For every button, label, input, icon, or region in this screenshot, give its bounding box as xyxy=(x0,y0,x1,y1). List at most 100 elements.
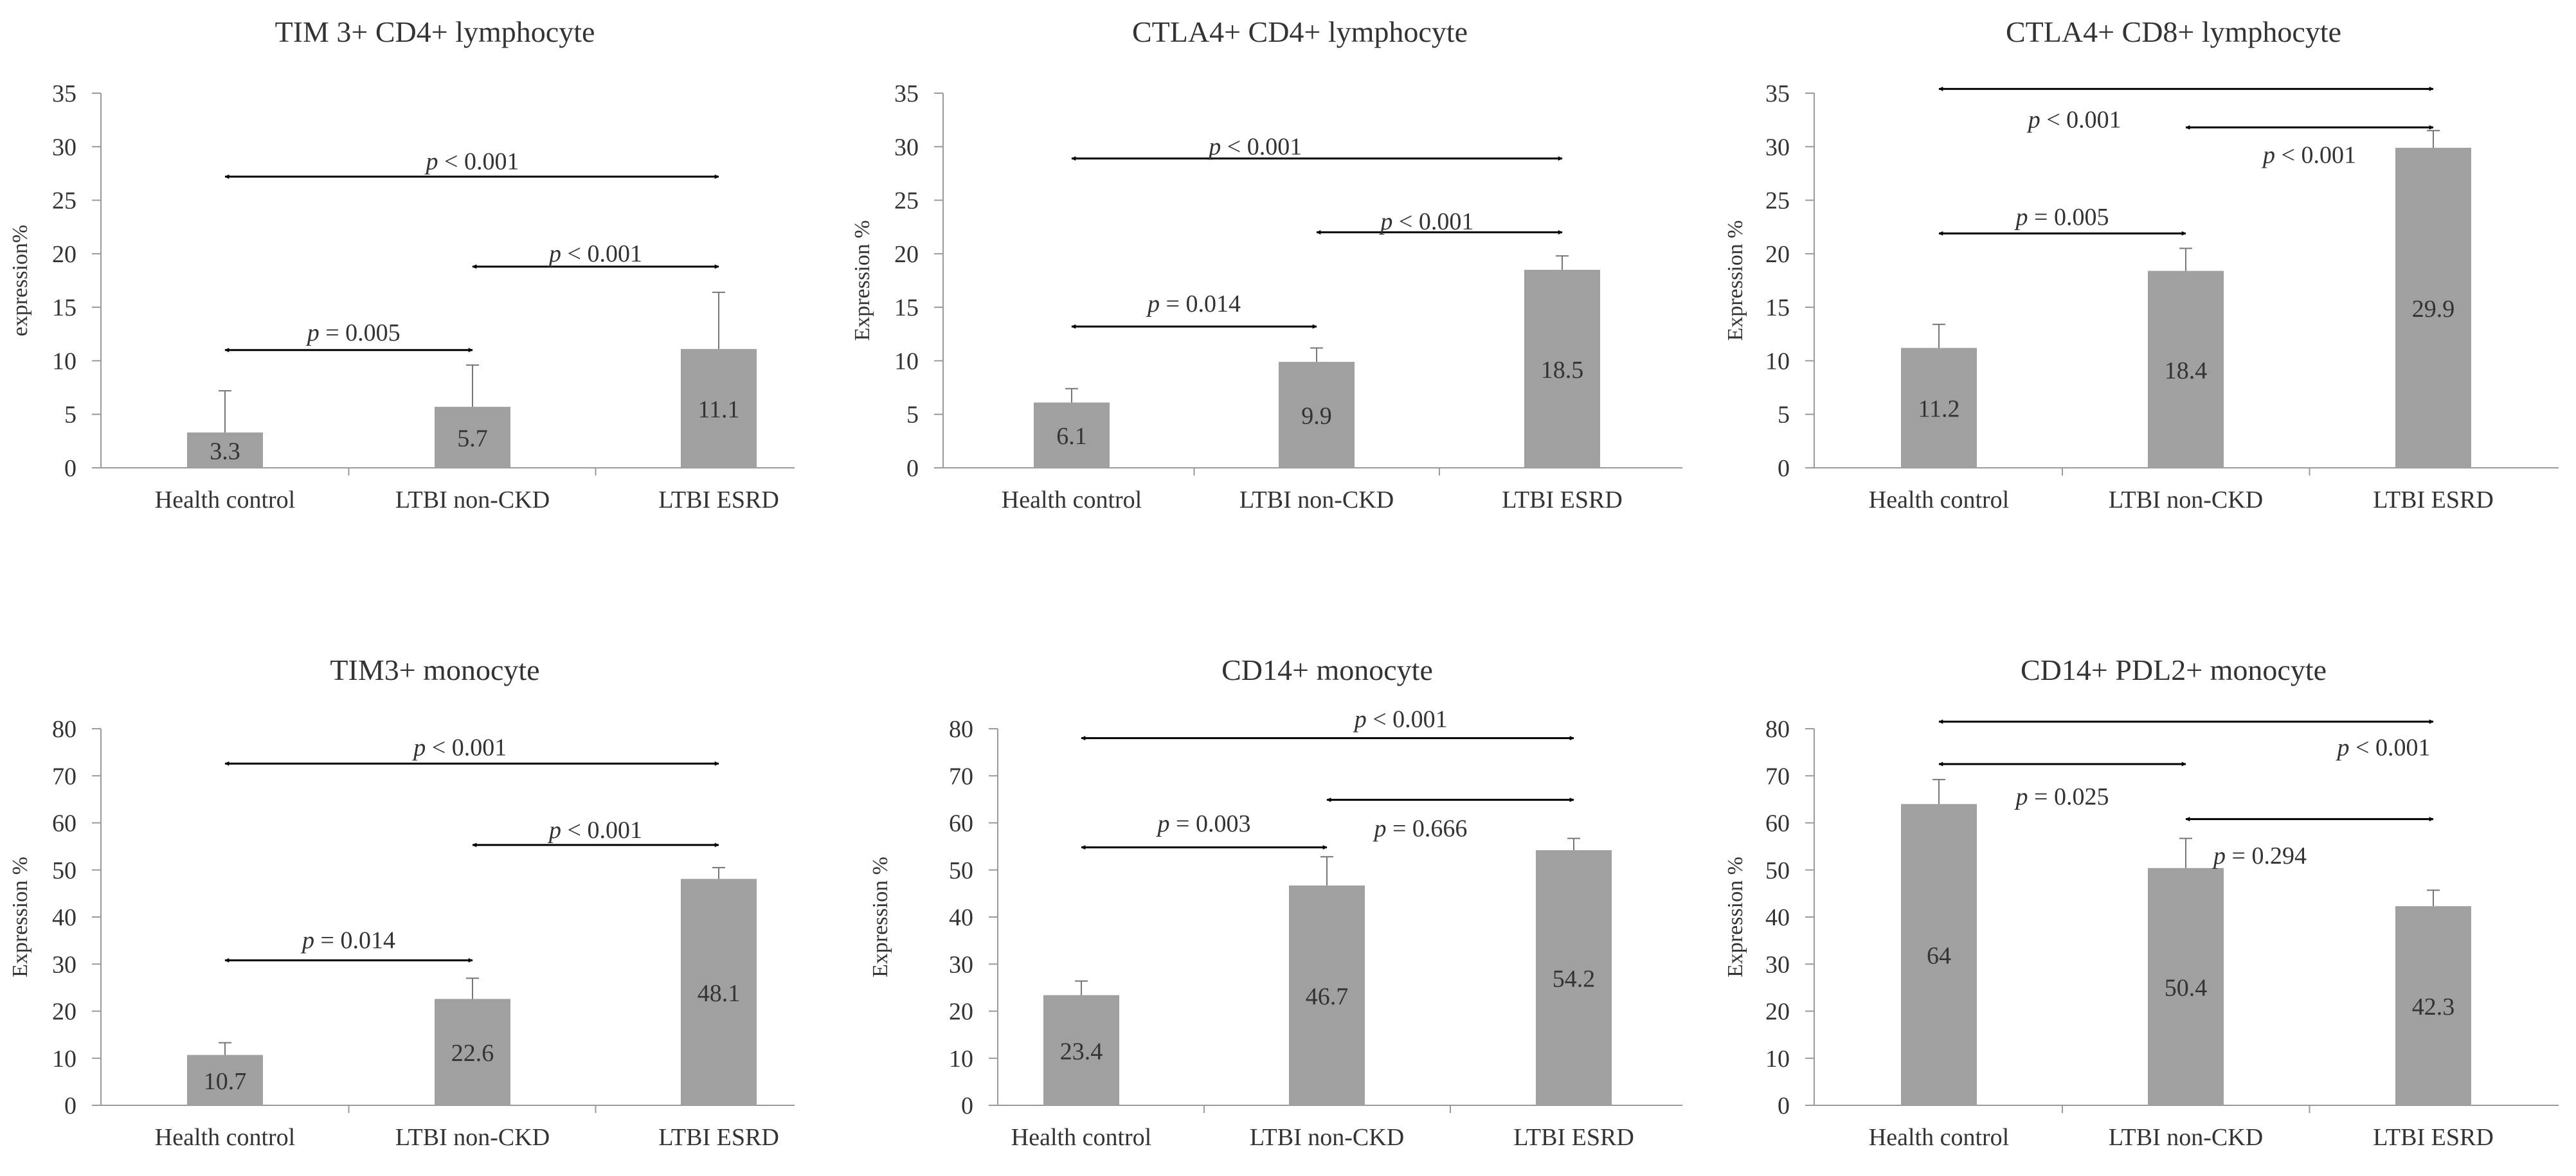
bar-data-label: 23.4 xyxy=(1060,1038,1103,1065)
p-value-text: < 0.001 xyxy=(426,734,507,761)
bar xyxy=(1034,402,1110,468)
p-value-text: < 0.001 xyxy=(2040,107,2121,134)
p-symbol: p xyxy=(547,240,561,267)
y-tick-label: 5 xyxy=(64,402,77,429)
y-tick-label: 10 xyxy=(52,1046,77,1073)
x-category-label: LTBI non-CKD xyxy=(1250,1124,1404,1151)
y-tick-label: 70 xyxy=(949,763,973,790)
p-symbol: p xyxy=(2261,142,2275,169)
y-tick-label: 10 xyxy=(949,1046,973,1073)
p-value-label: p < 0.001 xyxy=(1207,133,1302,160)
bar-data-label: 50.4 xyxy=(2165,974,2208,1001)
y-axis-label: Expression % xyxy=(8,857,32,977)
y-tick-label: 30 xyxy=(52,951,77,978)
x-category-label: Health control xyxy=(1011,1124,1151,1151)
chart-panel-4: TIM3+ monocyte Expression % 0 10 20 30 40 50 60 7… xyxy=(8,654,795,1151)
y-axis-label: Expression % xyxy=(1724,220,1747,341)
bar-data-label: 29.9 xyxy=(2412,296,2455,323)
y-tick-label: 70 xyxy=(1765,763,1790,790)
p-symbol: p xyxy=(2026,107,2040,134)
x-category-label: Health control xyxy=(155,1124,295,1151)
bar-data-label: 10.7 xyxy=(204,1068,247,1095)
y-tick-label: 15 xyxy=(1765,294,1790,321)
y-axis-label: Expression % xyxy=(869,857,892,977)
y-tick-label: 30 xyxy=(52,134,77,161)
p-value-label: p < 0.001 xyxy=(547,240,642,267)
p-value-text: = 0.003 xyxy=(1170,810,1251,837)
p-value-label: p < 0.001 xyxy=(547,817,642,844)
p-value-text: = 0.005 xyxy=(320,319,401,346)
y-tick-label: 70 xyxy=(52,763,77,790)
p-symbol: p xyxy=(1353,706,1367,733)
chart-title: CTLA4+ CD4+ lymphocyte xyxy=(1132,15,1468,48)
y-tick-label: 50 xyxy=(1765,857,1790,884)
y-tick-label: 0 xyxy=(64,1092,77,1119)
x-category-label: LTBI ESRD xyxy=(2373,1124,2494,1151)
y-tick-label: 10 xyxy=(1765,1046,1790,1073)
x-category-label: Health control xyxy=(1869,1124,2009,1151)
y-tick-label: 80 xyxy=(1765,716,1790,743)
p-symbol: p xyxy=(2211,842,2226,869)
y-tick-label: 60 xyxy=(1765,810,1790,837)
bar xyxy=(1524,269,1600,468)
bar xyxy=(1289,885,1365,1105)
bar-data-label: 11.1 xyxy=(698,396,739,423)
bar xyxy=(1536,850,1612,1105)
p-value-text: < 0.001 xyxy=(1367,706,1448,733)
bar xyxy=(1901,348,1977,468)
bar-data-label: 42.3 xyxy=(2412,993,2455,1020)
bar-data-label: 18.4 xyxy=(2165,357,2208,384)
bar xyxy=(187,1055,263,1105)
p-value-text: = 0.666 xyxy=(1386,815,1467,842)
y-axis-label: Expression % xyxy=(851,220,874,341)
x-category-label: LTBI ESRD xyxy=(2373,486,2494,513)
x-category-label: LTBI non-CKD xyxy=(395,1124,550,1151)
y-tick-label: 15 xyxy=(52,294,77,321)
y-tick-label: 35 xyxy=(894,80,919,107)
y-tick-label: 35 xyxy=(52,80,77,107)
p-value-text: < 0.001 xyxy=(2275,142,2356,169)
p-value-label: p = 0.014 xyxy=(300,927,395,954)
x-category-label: LTBI non-CKD xyxy=(2109,1124,2263,1151)
p-value-label: p < 0.001 xyxy=(411,734,507,761)
bar xyxy=(1279,362,1355,468)
p-value-text: = 0.014 xyxy=(314,927,395,954)
p-value-label: p = 0.005 xyxy=(305,319,401,346)
y-tick-label: 50 xyxy=(949,857,973,884)
p-value-label: p < 0.001 xyxy=(2336,734,2431,761)
bar-data-label: 6.1 xyxy=(1056,423,1087,450)
chart-title: CTLA4+ CD8+ lymphocyte xyxy=(2006,15,2341,48)
p-symbol: p xyxy=(547,817,561,844)
bar-data-label: 54.2 xyxy=(1553,965,1596,992)
p-value-text: = 0.014 xyxy=(1160,290,1241,317)
bar-data-label: 46.7 xyxy=(1306,983,1349,1010)
x-category-label: LTBI ESRD xyxy=(1502,486,1623,513)
p-value-text: = 0.294 xyxy=(2226,842,2307,869)
p-symbol: p xyxy=(305,319,320,346)
bar-data-label: 9.9 xyxy=(1301,403,1332,430)
y-axis-label: expression% xyxy=(8,225,32,337)
y-tick-label: 20 xyxy=(1765,999,1790,1026)
bar-data-label: 18.5 xyxy=(1541,357,1584,384)
x-category-label: LTBI ESRD xyxy=(658,486,779,513)
y-tick-label: 30 xyxy=(894,134,919,161)
y-tick-label: 10 xyxy=(52,348,77,375)
bar xyxy=(681,349,757,468)
x-category-label: LTBI non-CKD xyxy=(1239,486,1394,513)
y-tick-label: 20 xyxy=(1765,241,1790,268)
bar-data-label: 5.7 xyxy=(457,425,488,452)
p-symbol: p xyxy=(300,927,314,954)
y-tick-label: 40 xyxy=(949,904,973,931)
chart-title: CD14+ monocyte xyxy=(1221,654,1433,686)
x-category-label: LTBI non-CKD xyxy=(2109,486,2263,513)
bar-data-label: 64 xyxy=(1927,943,1951,970)
chart-panel-2: CTLA4+ CD4+ lymphocyte Expression % 0 5 10 15… xyxy=(851,15,1682,513)
bar xyxy=(187,432,263,468)
y-tick-label: 40 xyxy=(52,904,77,931)
p-symbol: p xyxy=(2014,783,2028,810)
y-tick-label: 25 xyxy=(894,188,919,215)
p-value-label: p = 0.003 xyxy=(1156,810,1251,837)
x-category-label: LTBI ESRD xyxy=(1513,1124,1634,1151)
y-tick-label: 30 xyxy=(1765,951,1790,978)
